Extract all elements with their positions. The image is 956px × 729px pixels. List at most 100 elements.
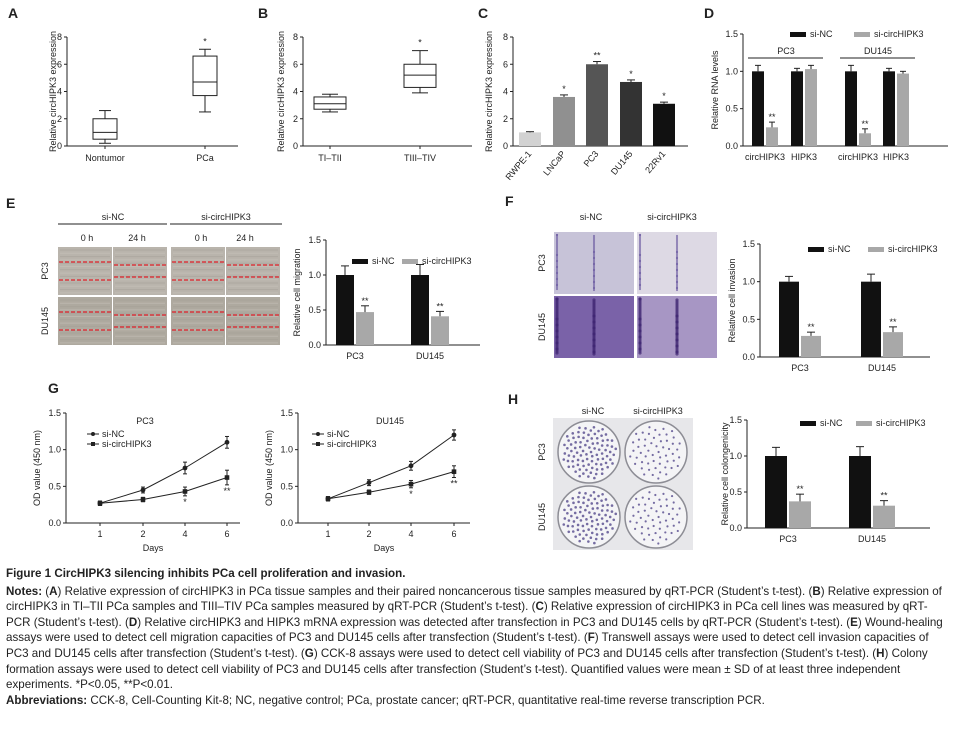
colony xyxy=(648,426,651,429)
invading-cell xyxy=(638,297,642,301)
colony xyxy=(594,527,598,531)
colony xyxy=(643,473,646,476)
colony xyxy=(574,535,577,538)
x-tick-label: circHIPK3 xyxy=(745,152,785,162)
group-label: DU145 xyxy=(864,46,892,56)
colony xyxy=(566,512,569,515)
invading-cell xyxy=(675,252,679,256)
invading-cell xyxy=(592,246,596,250)
invading-cell xyxy=(592,306,596,310)
colony xyxy=(589,429,593,432)
legend-label: si-circHIPK3 xyxy=(888,244,938,254)
invading-cell xyxy=(638,335,642,339)
panel-label: F xyxy=(505,193,514,209)
invading-cell xyxy=(555,271,559,275)
invading-cell xyxy=(555,233,559,237)
y-axis-label: Relative circHIPK3 expression xyxy=(48,31,58,152)
colony xyxy=(659,536,662,539)
colony xyxy=(657,515,660,519)
legend-swatch-si-nc xyxy=(808,247,824,252)
colony xyxy=(577,435,580,439)
colony xyxy=(659,456,662,459)
invading-cell xyxy=(638,273,642,277)
legend-swatch-si-nc xyxy=(800,421,816,426)
invading-cell xyxy=(592,288,596,292)
invading-cell xyxy=(675,260,679,264)
colony xyxy=(608,450,612,454)
x-tick-label: HIPK3 xyxy=(791,152,817,162)
colony xyxy=(640,467,643,470)
colony xyxy=(650,507,653,510)
invading-cell xyxy=(592,286,596,290)
x-tick-label: 6 xyxy=(224,529,229,539)
colony xyxy=(657,477,660,480)
colony xyxy=(608,515,612,519)
invading-cell xyxy=(592,242,596,246)
colony xyxy=(635,456,638,459)
invading-cell xyxy=(675,250,679,254)
y-axis-label: Relative circHIPK3 expression xyxy=(484,31,494,152)
invading-cell xyxy=(675,274,679,278)
colony xyxy=(562,523,566,526)
x-tick-label: PC3 xyxy=(346,351,364,361)
colony xyxy=(640,532,643,535)
colony xyxy=(647,533,651,536)
colony xyxy=(652,459,655,463)
invading-cell xyxy=(592,268,596,272)
colony xyxy=(635,497,638,500)
colony xyxy=(587,433,590,437)
y-tick-label: 1.5 xyxy=(308,235,321,245)
bar-si-circhipk3 xyxy=(431,316,449,345)
invading-cell xyxy=(638,275,642,279)
colony xyxy=(585,533,588,537)
data-point-si-nc xyxy=(366,480,372,486)
significance-mark: ** xyxy=(796,484,804,494)
notes-segment: G xyxy=(304,646,314,660)
invading-cell xyxy=(555,253,559,257)
colony xyxy=(576,523,580,527)
box xyxy=(92,118,118,140)
colony xyxy=(572,455,576,458)
colony xyxy=(657,542,660,545)
invading-cell xyxy=(592,256,596,260)
colony xyxy=(570,449,573,453)
y-tick-label: 0.5 xyxy=(742,314,755,324)
colony xyxy=(567,454,571,457)
colony xyxy=(651,538,654,542)
x-tick-label: 4 xyxy=(182,529,187,539)
bar-si-nc xyxy=(791,71,803,146)
colony xyxy=(571,524,574,528)
data-point-si-nc xyxy=(182,465,188,471)
significance-mark: ** xyxy=(768,112,776,122)
invading-cell xyxy=(555,335,559,339)
colony xyxy=(589,515,593,519)
x-tick-label: TI–TII xyxy=(318,153,342,163)
abbr-body: CCK-8, Cell-Counting Kit-8; NC, negative… xyxy=(87,693,765,707)
colony xyxy=(577,430,580,434)
colony xyxy=(579,519,583,522)
y-axis-label: OD value (450 nm) xyxy=(32,430,42,506)
y-tick-label: 0.0 xyxy=(280,518,293,528)
data-point-si-nc xyxy=(140,487,146,493)
invading-cell xyxy=(592,234,596,238)
chart-title: PC3 xyxy=(136,416,154,426)
x-axis-label: Days xyxy=(374,543,395,553)
colony xyxy=(605,519,609,523)
colony xyxy=(671,507,674,510)
x-tick-label: 1 xyxy=(325,529,330,539)
time-label: 24 h xyxy=(236,233,254,243)
colony xyxy=(571,432,575,435)
colony xyxy=(658,527,661,530)
colony xyxy=(639,516,642,519)
row-label: DU145 xyxy=(537,503,547,531)
invading-cell xyxy=(555,303,559,307)
invading-cell xyxy=(592,236,596,240)
colony xyxy=(664,531,667,534)
invading-cell xyxy=(555,275,559,279)
invading-cell xyxy=(675,242,679,246)
caption-notes: Notes: (A) Relative expression of circHI… xyxy=(6,584,952,693)
colony xyxy=(600,517,604,520)
invading-cell xyxy=(675,268,679,272)
colony xyxy=(601,457,605,461)
colony xyxy=(563,517,567,520)
